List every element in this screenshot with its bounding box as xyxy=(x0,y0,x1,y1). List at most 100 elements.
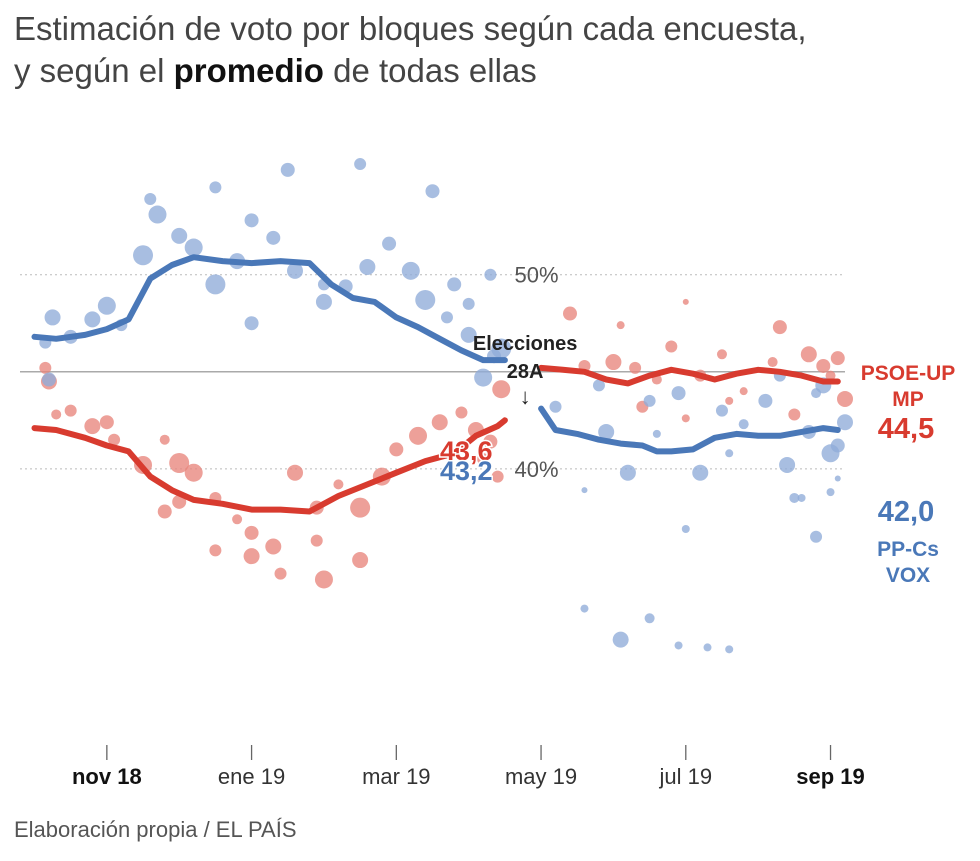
title-line2-post: de todas ellas xyxy=(333,52,537,89)
red-poll-dot xyxy=(616,321,625,330)
red-poll-dot xyxy=(409,426,428,445)
red-poll-dot xyxy=(716,349,727,360)
title-line2-bold: promedio xyxy=(173,52,324,89)
blue-poll-dot xyxy=(171,227,188,244)
blue-poll-dot xyxy=(484,268,497,281)
blue-poll-dot xyxy=(244,316,259,331)
blue-poll-dot xyxy=(462,297,475,310)
red-poll-dot xyxy=(477,453,490,466)
blue-poll-dot xyxy=(581,487,588,494)
red-poll-dot xyxy=(310,534,323,547)
y-tick-label: 50% xyxy=(514,263,558,288)
red-poll-dot xyxy=(99,415,114,430)
red-poll-dot xyxy=(816,358,831,373)
red-series-name-line2: MP xyxy=(892,388,924,411)
red-poll-dot xyxy=(563,306,577,321)
blue-poll-dot xyxy=(425,184,440,199)
blue-poll-dot xyxy=(415,289,436,310)
blue-poll-dot xyxy=(266,230,281,245)
blue-poll-dot xyxy=(715,404,728,417)
blue-poll-dot xyxy=(447,277,462,292)
blue-average-line xyxy=(31,254,508,364)
red-series-name-line1: PSOE-UP xyxy=(861,362,956,385)
red-poll-dot xyxy=(682,298,689,305)
blue-poll-dot xyxy=(598,423,615,440)
red-poll-dot xyxy=(431,414,448,431)
y-tick-label: 40% xyxy=(514,457,558,482)
blue-poll-dot xyxy=(440,311,453,324)
red-average-line xyxy=(31,417,508,515)
red-average-line xyxy=(538,364,841,387)
grid-layer: 50% 40% nov 18 ene 19 mar 19 may 19 jul 19 sep … xyxy=(20,263,865,789)
x-tick-label: mar 19 xyxy=(362,764,430,789)
blue-poll-dot xyxy=(144,193,157,205)
red-poll-dot xyxy=(389,442,404,457)
red-poll-dot xyxy=(287,464,303,481)
blue-average-line xyxy=(538,405,841,455)
x-tick-label: ene 19 xyxy=(218,764,285,789)
blue-poll-dot xyxy=(797,493,806,502)
red-poll-dot xyxy=(184,463,203,482)
blue-poll-dot xyxy=(725,449,734,458)
blue-poll-dot xyxy=(674,641,683,650)
blue-poll-dot xyxy=(133,245,154,266)
blue-poll-dot xyxy=(97,296,116,315)
x-tick-label: jul 19 xyxy=(658,764,712,789)
red-end-label: 43,6 xyxy=(440,436,493,466)
blue-poll-dot xyxy=(681,525,690,533)
blue-series-name-line1: PP-Cs xyxy=(877,538,939,561)
blue-poll-dot xyxy=(834,475,841,482)
red-poll-dot xyxy=(265,538,282,555)
red-poll-dot xyxy=(837,390,853,407)
blue-final-label: 42,0 xyxy=(878,496,934,528)
red-poll-dot xyxy=(209,544,222,557)
red-poll-dot xyxy=(483,434,498,449)
red-poll-dot xyxy=(681,414,690,423)
red-poll-dot xyxy=(39,361,52,374)
blue-poll-dot xyxy=(549,400,562,413)
blue-poll-dot xyxy=(401,261,420,280)
blue-poll-dot xyxy=(652,429,661,438)
red-poll-dot xyxy=(739,387,748,396)
blue-poll-dot xyxy=(580,604,589,613)
red-poll-dot xyxy=(159,434,170,445)
red-poll-dot xyxy=(492,380,511,399)
red-poll-dot xyxy=(169,453,190,473)
blue-poll-dot xyxy=(315,293,332,310)
chart-title: Estimación de voto por bloques según cad… xyxy=(14,8,964,92)
blue-series-name-line2: VOX xyxy=(886,564,930,587)
blue-poll-dot xyxy=(810,530,823,543)
blue-poll-dot xyxy=(359,258,376,275)
blue-poll-dot xyxy=(830,438,845,453)
red-poll-dot xyxy=(629,361,642,374)
red-poll-dot xyxy=(157,504,172,519)
blue-poll-dot xyxy=(354,158,367,171)
chart-canvas: 50% 40% nov 18 ene 19 mar 19 may 19 jul 19 sep … xyxy=(20,158,956,789)
blue-poll-dot xyxy=(84,311,101,328)
red-poll-dot xyxy=(665,340,678,353)
average-lines-layer xyxy=(31,254,841,515)
red-poll-dot xyxy=(274,567,287,580)
blue-poll-dot xyxy=(671,386,686,401)
red-poll-dot xyxy=(64,404,77,417)
red-poll-dot xyxy=(350,497,371,518)
blue-poll-dot xyxy=(460,326,477,343)
blue-poll-dot xyxy=(491,338,512,359)
blue-poll-dot xyxy=(779,456,796,473)
blue-poll-dot xyxy=(612,631,629,648)
blue-end-label: 43,2 xyxy=(440,456,493,486)
blue-poll-dot xyxy=(758,393,773,408)
red-poll-dot xyxy=(800,346,817,363)
blue-poll-dot xyxy=(209,181,222,194)
source-note: Elaboración propia / EL PAÍS xyxy=(14,817,297,842)
blue-poll-dot xyxy=(643,394,656,407)
red-poll-dot xyxy=(244,525,259,540)
annotation-arrow: ↓ xyxy=(520,384,531,409)
blue-poll-dot xyxy=(703,643,712,652)
blue-poll-dot xyxy=(148,205,167,224)
red-poll-dot xyxy=(605,354,622,371)
blue-poll-dot xyxy=(280,162,295,177)
red-final-label: 44,5 xyxy=(878,413,934,445)
red-poll-dot xyxy=(333,479,344,490)
blue-poll-dot xyxy=(837,414,853,431)
